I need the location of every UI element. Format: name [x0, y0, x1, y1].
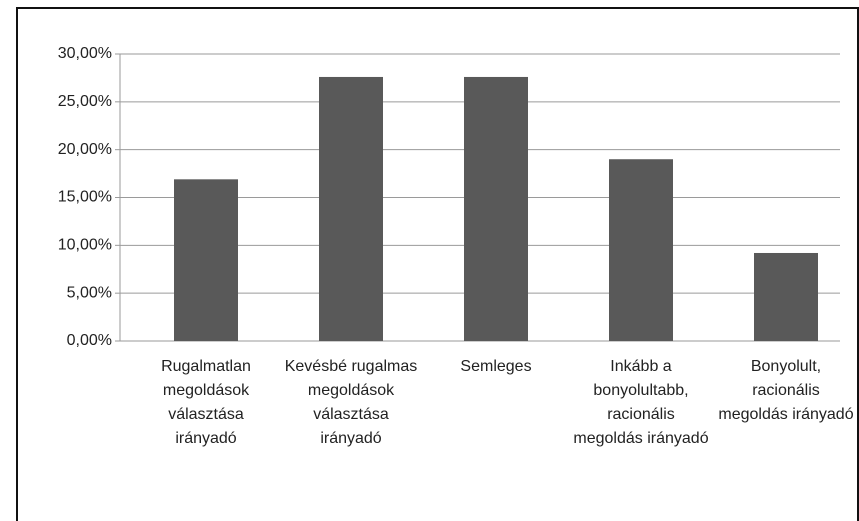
x-tick-label: Semleges: [460, 358, 532, 375]
bar: [464, 76, 528, 342]
y-tick-label: 0,00%: [67, 332, 112, 349]
x-tick-label: Bonyolult, racionális megoldás irányadó: [718, 358, 854, 423]
y-tick-label: 20,00%: [58, 141, 112, 158]
x-tick-label: Inkább a bonyolultabb, racionális megold…: [573, 358, 709, 447]
y-tick-label: 15,00%: [58, 189, 112, 206]
frame: [16, 7, 859, 521]
x-tick-label: Kevésbé rugalmas megoldások választása i…: [284, 358, 418, 447]
bar: [174, 179, 238, 341]
y-tick-label: 5,00%: [67, 284, 112, 301]
bar: [319, 76, 383, 342]
bar: [609, 159, 673, 341]
bar: [754, 252, 818, 341]
y-tick-label: 25,00%: [58, 93, 112, 110]
y-tick-label: 10,00%: [58, 237, 112, 254]
x-tick-label: Rugalmatlan megoldások választása iránya…: [161, 358, 251, 447]
y-tick-label: 30,00%: [58, 45, 112, 62]
